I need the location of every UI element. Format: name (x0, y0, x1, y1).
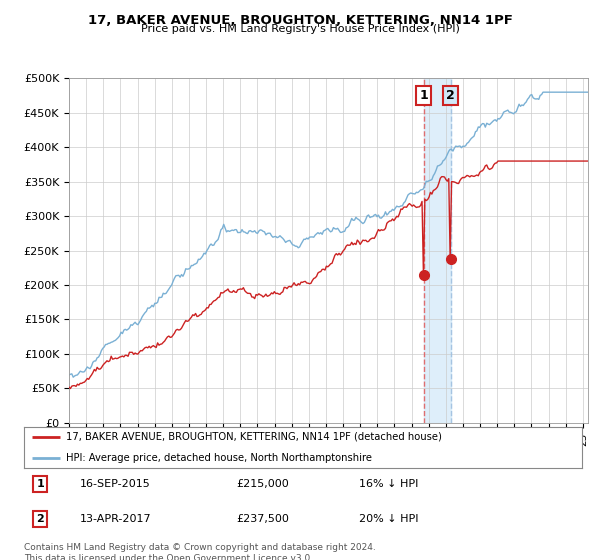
Text: 2: 2 (36, 514, 44, 524)
Text: 1: 1 (419, 89, 428, 102)
Text: £215,000: £215,000 (236, 479, 289, 489)
Text: 16% ↓ HPI: 16% ↓ HPI (359, 479, 418, 489)
Text: 16-SEP-2015: 16-SEP-2015 (80, 479, 151, 489)
Text: HPI: Average price, detached house, North Northamptonshire: HPI: Average price, detached house, Nort… (66, 454, 372, 463)
Text: £237,500: £237,500 (236, 514, 289, 524)
Text: 17, BAKER AVENUE, BROUGHTON, KETTERING, NN14 1PF: 17, BAKER AVENUE, BROUGHTON, KETTERING, … (88, 14, 512, 27)
Text: 2: 2 (446, 89, 455, 102)
Text: Price paid vs. HM Land Registry's House Price Index (HPI): Price paid vs. HM Land Registry's House … (140, 24, 460, 34)
Text: 1: 1 (36, 479, 44, 489)
Text: 17, BAKER AVENUE, BROUGHTON, KETTERING, NN14 1PF (detached house): 17, BAKER AVENUE, BROUGHTON, KETTERING, … (66, 432, 442, 441)
Text: 13-APR-2017: 13-APR-2017 (80, 514, 151, 524)
Text: Contains HM Land Registry data © Crown copyright and database right 2024.
This d: Contains HM Land Registry data © Crown c… (24, 543, 376, 560)
Bar (424, 78, 451, 423)
Text: 20% ↓ HPI: 20% ↓ HPI (359, 514, 418, 524)
